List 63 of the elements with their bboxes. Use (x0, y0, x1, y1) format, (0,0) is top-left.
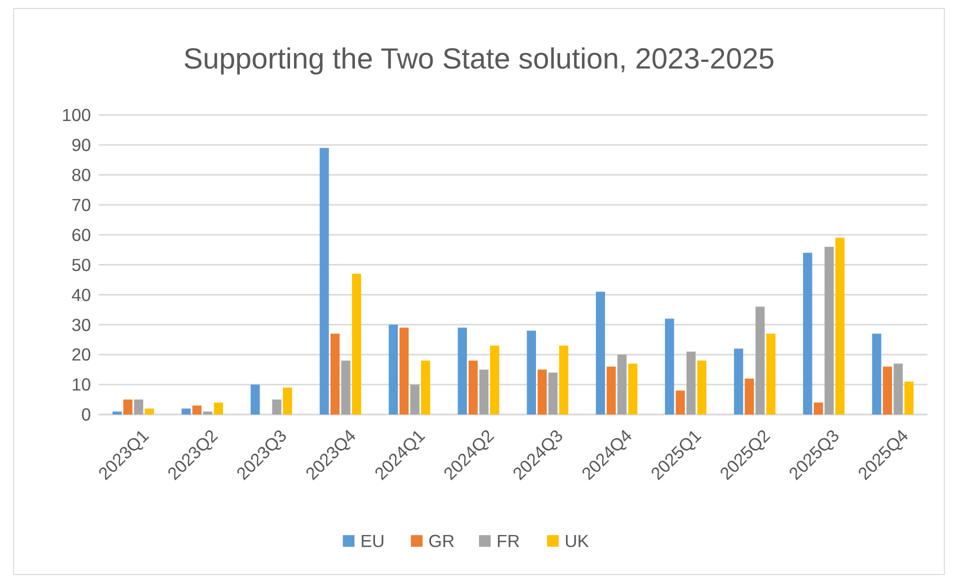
bar (734, 348, 744, 415)
bar (458, 328, 467, 415)
bar (341, 360, 350, 415)
y-tick-label: 80 (71, 165, 92, 186)
legend-label: EU (360, 531, 385, 552)
legend-label: GR (428, 531, 455, 552)
bar (203, 412, 212, 415)
bar (352, 274, 362, 415)
bar (606, 366, 616, 415)
y-tick-label: 60 (71, 224, 92, 245)
y-tick-label: 0 (81, 404, 92, 425)
bar (686, 352, 696, 415)
bar (479, 370, 488, 415)
y-tick-label: 10 (71, 374, 92, 395)
bar (697, 360, 706, 415)
bar (596, 292, 606, 415)
bar (388, 324, 398, 415)
bar (192, 406, 202, 415)
y-tick-label: 50 (71, 254, 92, 275)
bar (400, 328, 409, 415)
bar (904, 382, 914, 415)
bar (628, 364, 638, 415)
bar (559, 346, 568, 415)
bar (756, 306, 765, 415)
y-tick-label: 30 (71, 314, 92, 335)
legend-label: UK (564, 531, 590, 552)
bar (744, 378, 754, 415)
legend-label: FR (496, 531, 520, 552)
bar (134, 400, 144, 415)
y-tick-label: 70 (71, 194, 92, 215)
bar (182, 408, 191, 415)
bar (766, 334, 776, 415)
y-tick-label: 90 (71, 135, 92, 156)
bar (250, 384, 260, 415)
bar (410, 384, 420, 415)
bar (814, 402, 823, 415)
bar (882, 366, 892, 415)
bar (330, 334, 340, 415)
bar (617, 354, 627, 415)
bar (214, 402, 224, 415)
y-tick-label: 20 (71, 344, 92, 365)
bar (123, 400, 132, 415)
y-tick-label: 100 (62, 105, 92, 126)
bar (803, 252, 812, 415)
bar (835, 238, 844, 415)
bar (872, 334, 882, 415)
bar (676, 390, 685, 415)
bar (538, 370, 547, 415)
bar (894, 364, 903, 415)
bar (526, 330, 536, 415)
bar (421, 360, 430, 415)
bar (272, 400, 282, 415)
bar (112, 412, 122, 415)
bar (824, 246, 834, 415)
bar (320, 148, 329, 415)
y-tick-label: 40 (71, 284, 92, 305)
bar (144, 408, 154, 415)
chart-title: Supporting the Two State solution, 2023-2025 (183, 43, 775, 76)
bar (548, 372, 558, 415)
bar (282, 388, 292, 415)
bar (468, 360, 478, 415)
bar (490, 346, 500, 415)
bar (664, 318, 674, 415)
